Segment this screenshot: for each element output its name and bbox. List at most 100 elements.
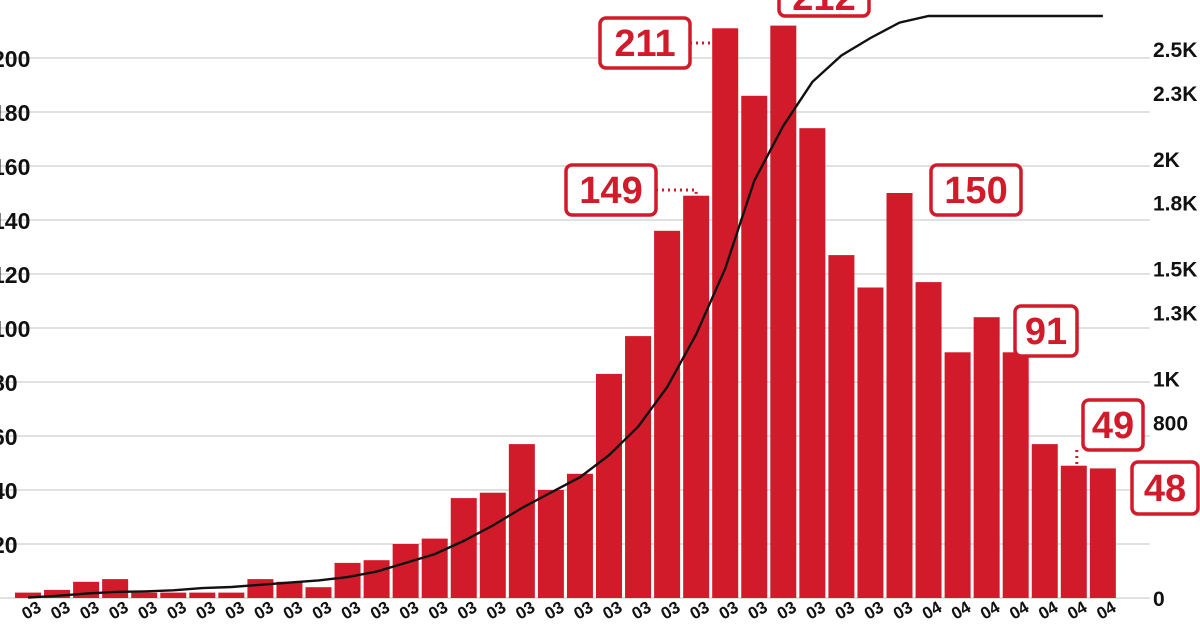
bar (973, 317, 1000, 598)
bar (479, 492, 506, 598)
callout-box (1081, 398, 1145, 452)
bar (247, 579, 274, 598)
bar (334, 562, 361, 598)
left-tick-label: 160 (0, 154, 30, 180)
x-tick-label: 03 (454, 598, 480, 624)
bar (44, 589, 71, 598)
bar (189, 592, 216, 598)
x-tick-label: 03 (396, 598, 422, 624)
callout-48: 48 (1106, 460, 1200, 516)
x-tick-label: 03 (803, 598, 829, 624)
bar (1002, 352, 1029, 598)
x-tick-label: 03 (832, 598, 858, 624)
right-tick-label: 1K (1153, 368, 1180, 391)
bar (654, 230, 681, 599)
bar (276, 581, 303, 598)
x-tick-label: 03 (48, 598, 74, 624)
callout-value: 149 (579, 170, 642, 212)
x-tick-label: 03 (19, 598, 45, 624)
left-tick-label: 100 (0, 316, 30, 342)
bar (421, 538, 448, 598)
x-tick-label: 04 (1006, 597, 1032, 623)
x-axis: 03 03 03 03 03 03 03 03 03 03 03 03 03 03 03 03 03 03 03 03… (19, 597, 1120, 623)
x-tick-label: 03 (658, 598, 684, 624)
left-tick-label: 200 (0, 46, 30, 72)
bar (363, 560, 390, 598)
x-tick-label: 03 (309, 598, 335, 624)
bar (857, 287, 884, 598)
callout-value: 49 (1092, 405, 1134, 447)
x-tick-label: 04 (948, 597, 974, 623)
left-tick-label: 140 (0, 208, 30, 234)
bar (508, 444, 535, 598)
left-tick-label: 60 (0, 424, 18, 450)
right-tick-label: 0 (1153, 588, 1165, 611)
right-tick-label: 2K (1153, 149, 1180, 172)
bar (218, 592, 245, 598)
right-tick-label: 1.8K (1153, 193, 1197, 216)
bar (537, 490, 564, 598)
x-tick-label: 03 (745, 598, 771, 624)
bar (305, 587, 332, 598)
left-tick-label: 180 (0, 100, 30, 126)
bar (73, 581, 100, 598)
callout-value: 211 (614, 23, 675, 65)
bar (799, 128, 826, 598)
x-tick-label: 03 (425, 598, 451, 624)
left-tick-label: 80 (0, 370, 18, 396)
right-tick-label: 2.3K (1153, 83, 1197, 106)
callout-box (564, 163, 658, 217)
x-tick-label: 03 (629, 598, 655, 624)
bar (741, 95, 768, 599)
x-tick-label: 04 (1064, 597, 1090, 623)
left-tick-label: 40 (0, 478, 18, 504)
callout-150: 150 (929, 163, 1023, 217)
x-tick-label: 04 (919, 597, 945, 623)
callout-212: 212 (777, 0, 871, 19)
x-tick-label: 03 (570, 598, 596, 624)
x-tick-label: 03 (135, 598, 161, 624)
callout-value: 48 (1144, 468, 1186, 510)
x-tick-label: 04 (1093, 597, 1119, 623)
callout-box (777, 0, 871, 18)
bar (450, 498, 477, 598)
x-tick-label: 03 (193, 598, 219, 624)
x-tick-label: 03 (251, 598, 277, 624)
x-tick-label: 03 (890, 598, 916, 624)
callout-box (598, 16, 692, 70)
x-tick-label: 03 (483, 598, 509, 624)
bar (1089, 468, 1116, 598)
callout-149: 149 (564, 163, 698, 246)
left-tick-label: 20 (0, 532, 18, 558)
x-tick-label: 03 (541, 598, 567, 624)
x-tick-label: 03 (774, 598, 800, 624)
bar (160, 592, 187, 598)
bar (886, 193, 913, 598)
bar (1031, 444, 1058, 598)
bar (596, 373, 622, 598)
x-tick-label: 04 (1035, 597, 1061, 623)
bar (625, 336, 652, 598)
bar (770, 25, 797, 599)
bar (828, 255, 855, 598)
callout-box (1013, 304, 1079, 358)
cumulative-line-series (27, 14, 1103, 599)
bar-series (15, 25, 1116, 599)
x-tick-label: 03 (861, 598, 887, 624)
x-tick-label: 04 (977, 597, 1003, 623)
right-y-axis: 0 800 1K 1.3K 1.5K 1.8K 2K 2.3K 2.5K (1153, 39, 1197, 611)
x-tick-label: 03 (600, 598, 626, 624)
bar (1060, 465, 1087, 598)
x-tick-label: 03 (106, 598, 132, 624)
left-tick-label: 120 (0, 262, 30, 288)
right-tick-label: 800 (1153, 412, 1188, 435)
callout-leader (656, 188, 698, 246)
callout-value: 150 (944, 170, 1007, 212)
bar (944, 352, 971, 598)
cumulative-line (27, 14, 1103, 599)
bar (392, 544, 419, 598)
x-tick-label: 03 (512, 598, 538, 624)
right-tick-label: 2.5K (1153, 39, 1197, 62)
